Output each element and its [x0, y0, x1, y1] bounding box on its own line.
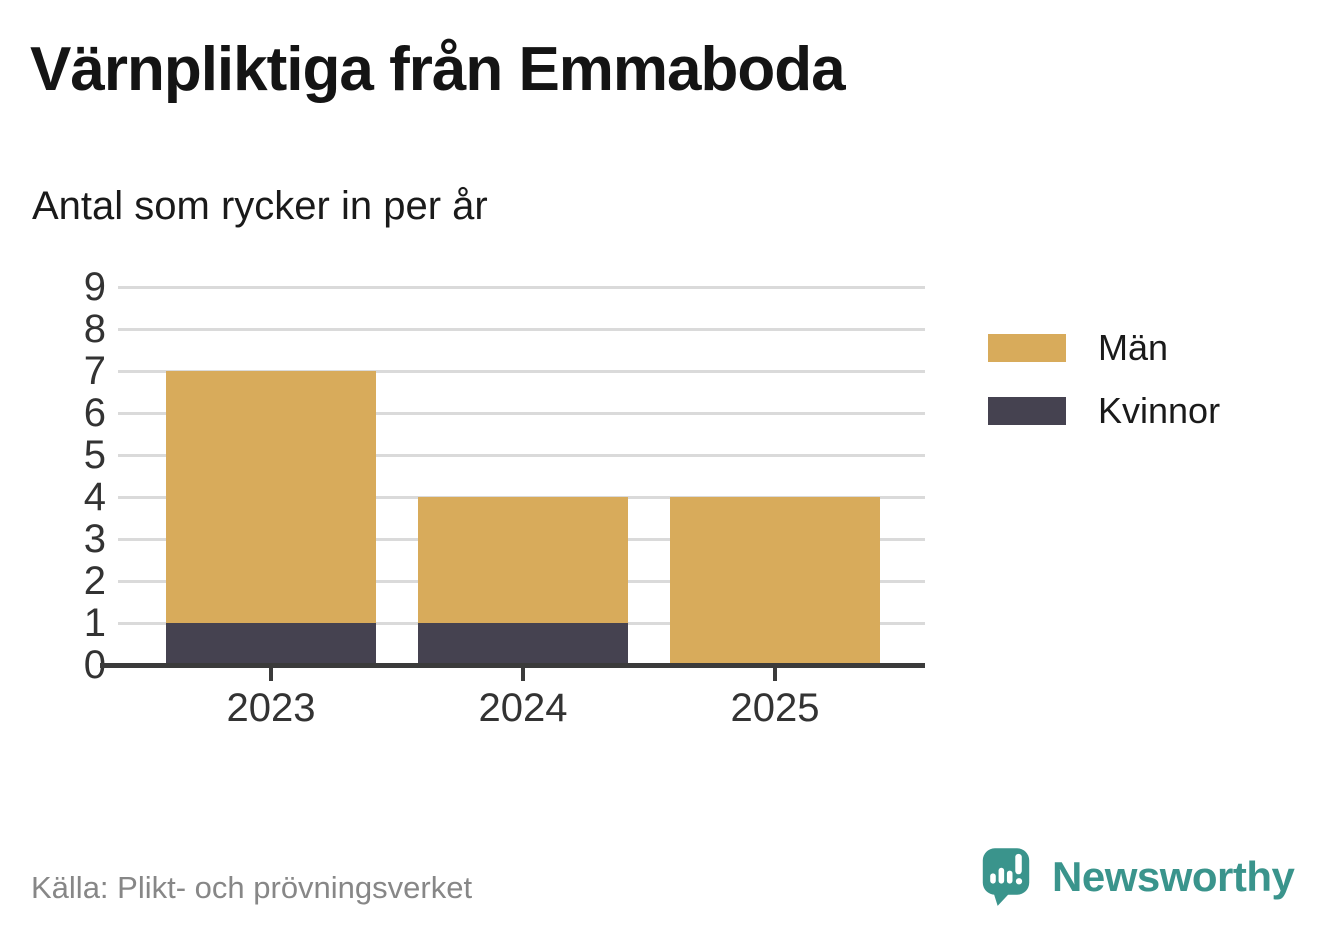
gridline — [118, 454, 925, 457]
bar-segment — [418, 497, 628, 623]
gridline — [118, 370, 925, 373]
chart-subtitle: Antal som rycker in per år — [32, 184, 488, 228]
y-tick-label: 2 — [83, 559, 106, 603]
bar-segment — [166, 371, 376, 623]
y-tick-label: 0 — [83, 643, 106, 687]
x-tick-label: 2023 — [226, 686, 316, 730]
legend-item: Kvinnor — [988, 393, 1220, 429]
gridline — [118, 286, 925, 289]
bar-segment — [670, 497, 880, 665]
y-tick-label: 1 — [83, 601, 106, 645]
legend-swatch — [988, 397, 1066, 425]
gridline — [118, 328, 925, 331]
gridline — [118, 412, 925, 415]
y-tick-label: 5 — [83, 433, 106, 477]
y-tick-label: 8 — [83, 307, 106, 351]
x-tick-label: 2025 — [730, 686, 820, 730]
legend-item: Män — [988, 330, 1220, 366]
newsworthy-logo-icon — [982, 848, 1030, 906]
legend-swatch — [988, 334, 1066, 362]
brand-logo: Newsworthy — [980, 846, 1295, 910]
axis-tick — [773, 667, 777, 681]
legend-label: Kvinnor — [1098, 390, 1221, 431]
axis-tick — [521, 667, 525, 681]
axis-tick — [269, 667, 273, 681]
legend-label: Män — [1098, 327, 1169, 368]
brand-name: Newsworthy — [1052, 853, 1295, 900]
y-tick-label: 7 — [83, 349, 106, 393]
bar-segment — [418, 623, 628, 665]
x-axis-line — [100, 663, 925, 668]
y-tick-label: 3 — [83, 517, 106, 561]
y-tick-label: 4 — [83, 475, 106, 519]
x-tick-label: 2024 — [478, 686, 568, 730]
chart-title: Värnpliktiga från Emmaboda — [30, 35, 846, 104]
y-tick-label: 6 — [83, 391, 106, 435]
source-note: Källa: Plikt- och prövningsverket — [31, 870, 473, 905]
legend: Män Kvinnor — [988, 330, 1220, 429]
bar-segment — [166, 623, 376, 665]
y-tick-label: 9 — [83, 265, 106, 309]
